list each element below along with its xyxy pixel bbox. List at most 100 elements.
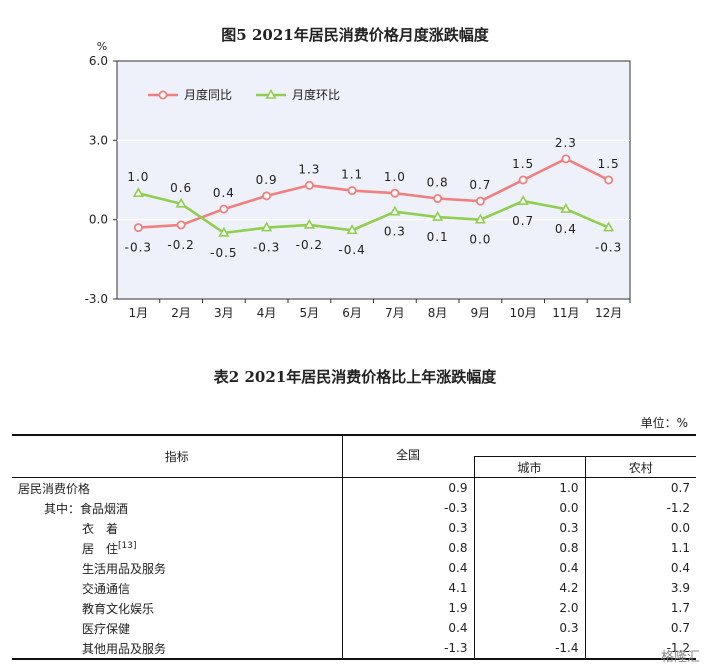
- cell-rural: -1.2: [584, 638, 696, 660]
- series-2-point: [132, 187, 144, 198]
- data-label: 0.4: [213, 186, 235, 200]
- cell-city: 0.8: [473, 538, 585, 558]
- cell-rural: 0.7: [584, 618, 696, 638]
- x-tick-label: 4月: [257, 306, 277, 320]
- row-label: 其他用品及服务: [12, 638, 342, 660]
- cell-national: 0.9: [341, 477, 474, 498]
- footnote-ref: [13]: [118, 540, 137, 551]
- cell-national: 0.4: [341, 558, 474, 578]
- row-label: 交通通信: [82, 581, 131, 596]
- series-1-point: [604, 175, 614, 185]
- row-label: 教育文化娱乐: [82, 601, 155, 616]
- data-label: 1.0: [384, 170, 406, 184]
- watermark-logo: 格隆汇: [660, 650, 700, 665]
- series-2-point: [474, 213, 486, 224]
- row-label: 生活用品及服务: [82, 561, 167, 576]
- data-label: 2.3: [555, 136, 577, 150]
- x-tick-label: 2月: [171, 306, 191, 320]
- series-1-point: [133, 223, 143, 233]
- series-1-point: [304, 180, 314, 190]
- data-label: -0.3: [125, 241, 152, 255]
- y-tick-label: 6.0: [89, 54, 108, 68]
- cell-city: 1.0: [473, 477, 585, 498]
- legend-label-2: 月度环比: [292, 87, 340, 102]
- cell-rural: 0.0: [584, 518, 696, 538]
- cell-rural: 3.9: [584, 578, 696, 598]
- data-label: 0.9: [256, 173, 278, 187]
- data-label: 0.6: [170, 181, 192, 195]
- data-label: 0.3: [384, 225, 406, 239]
- legend-label-1: 月度同比: [184, 87, 232, 102]
- table-row: 生活用品及服务 0.4 0.4 0.4: [12, 558, 696, 578]
- data-label: 0.0: [469, 233, 491, 247]
- series-1-point: [518, 175, 528, 185]
- chart-title: 图5 2021年居民消费价格月度涨跌幅度: [221, 26, 489, 44]
- row-label: 其中：食品烟酒: [44, 501, 129, 516]
- table-row: 居 住[13] 0.8 0.8 1.1: [12, 538, 696, 558]
- series-2-point: [560, 202, 572, 213]
- unit-note: 单位：%: [640, 416, 688, 430]
- y-tick-label: 3.0: [89, 133, 108, 147]
- cell-rural: 1.7: [584, 598, 696, 618]
- row-label: 医疗保健: [82, 621, 131, 636]
- series-2-point: [175, 197, 187, 208]
- data-label: 0.7: [469, 178, 491, 192]
- data-label: -0.2: [167, 238, 194, 252]
- cell-city: 0.3: [473, 618, 585, 638]
- data-label: 1.3: [298, 162, 320, 176]
- cell-city: -1.4: [473, 638, 585, 660]
- x-tick-label: 9月: [471, 306, 491, 320]
- header-city: 城市: [473, 456, 585, 478]
- cell-city: 0.3: [473, 518, 585, 538]
- cell-national: 0.3: [341, 518, 474, 538]
- data-label: 0.7: [512, 214, 534, 228]
- series-2-point: [346, 224, 358, 235]
- cell-national: -0.3: [341, 498, 474, 518]
- data-label: -0.3: [595, 241, 622, 255]
- series-line-1: [138, 157, 610, 229]
- table-row: 医疗保健 0.4 0.3 0.7: [12, 618, 696, 638]
- line-chart: 6.0 3.0 0.0 -3.0% 1月 2月 3月 4月 5月 6月 7月 8月 9月 10月 11月 12…: [85, 40, 631, 320]
- y-tick-label: -3.0: [85, 292, 108, 306]
- x-tick-label: 1月: [129, 306, 149, 320]
- data-label: -0.4: [338, 243, 365, 257]
- cell-national: 4.1: [341, 578, 474, 598]
- table-title: 表2 2021年居民消费价格比上年涨跌幅度: [213, 368, 497, 386]
- legend-marker-1: [158, 90, 168, 100]
- series-2-point: [261, 221, 273, 232]
- series-1-point: [475, 196, 485, 206]
- data-label: 0.1: [427, 230, 449, 244]
- x-tick-label: 5月: [300, 306, 320, 320]
- data-label: 1.5: [512, 157, 534, 171]
- cell-city: 2.0: [473, 598, 585, 618]
- x-tick-label: 12月: [595, 306, 622, 320]
- data-label: 0.4: [555, 222, 577, 236]
- series-1-point: [390, 188, 400, 198]
- cell-rural: 0.7: [584, 477, 696, 498]
- cell-rural: -1.2: [584, 498, 696, 518]
- series-1-point: [219, 204, 229, 214]
- series-line-2: [138, 191, 610, 235]
- data-label: 1.1: [341, 168, 363, 182]
- cell-national: -1.3: [341, 638, 474, 660]
- series-1-point: [433, 194, 443, 204]
- x-tick-label: 11月: [552, 306, 579, 320]
- data-label: -0.2: [296, 238, 323, 252]
- table-row: 其他用品及服务 -1.3 -1.4 -1.2: [12, 638, 696, 660]
- header-rural: 农村: [584, 456, 696, 478]
- legend-marker-2: [265, 88, 277, 99]
- header-indicator: 指标: [12, 434, 342, 478]
- header-national: 全国: [341, 434, 474, 478]
- series-2-point: [432, 210, 444, 221]
- row-label: 居民消费价格: [18, 481, 91, 496]
- x-tick-label: 8月: [428, 306, 448, 320]
- table-row: 居民消费价格 0.9 1.0 0.7: [12, 477, 696, 498]
- table-row: 衣 着 0.3 0.3 0.0: [12, 518, 696, 538]
- x-tick-label: 10月: [509, 306, 536, 320]
- table-row: 教育文化娱乐 1.9 2.0 1.7: [12, 598, 696, 618]
- price-change-table: 指标 全国 城市 农村 居民消费价格 0.9 1.0 0.7 其中：食品烟酒 -0.3 0.…: [12, 434, 696, 660]
- cell-rural: 1.1: [584, 538, 696, 558]
- series-1-point: [561, 154, 571, 164]
- cell-rural: 0.4: [584, 558, 696, 578]
- cell-national: 1.9: [341, 598, 474, 618]
